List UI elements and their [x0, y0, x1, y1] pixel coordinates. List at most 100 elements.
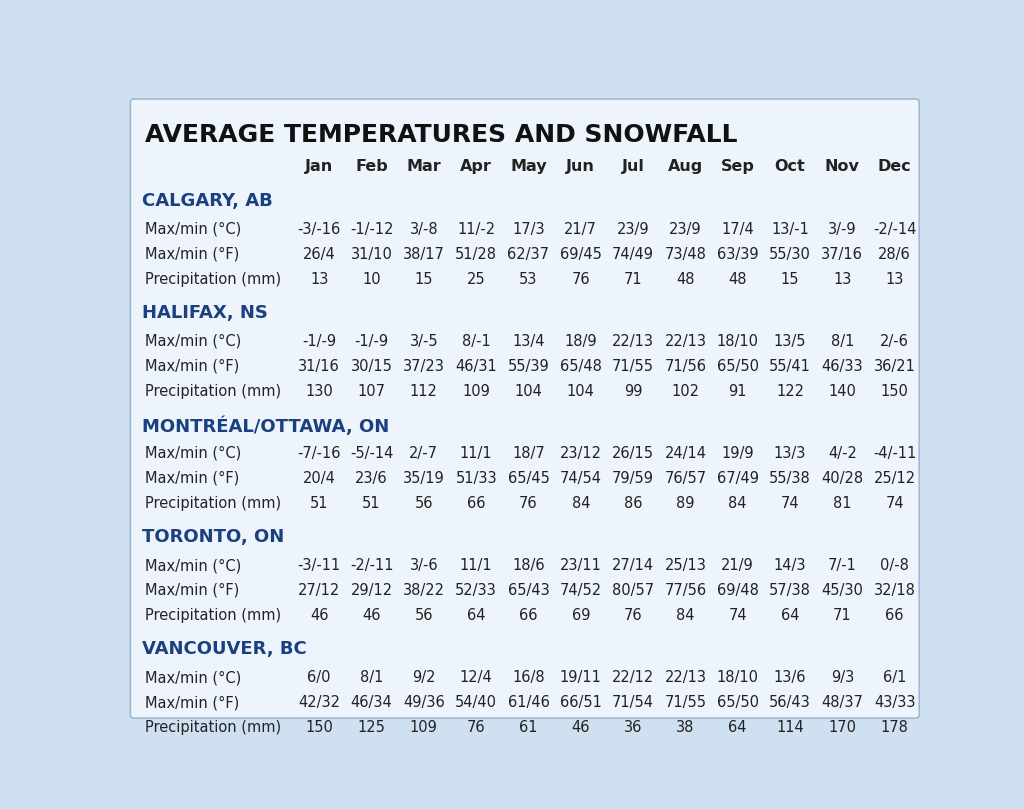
Text: 112: 112: [410, 383, 438, 399]
Text: Mar: Mar: [407, 159, 441, 175]
Text: 23/12: 23/12: [560, 446, 602, 461]
Text: Apr: Apr: [460, 159, 493, 175]
Text: 65/48: 65/48: [560, 358, 602, 374]
Text: 16/8: 16/8: [512, 670, 545, 685]
Text: 8/-1: 8/-1: [462, 334, 490, 349]
Text: 22/13: 22/13: [665, 334, 707, 349]
Text: 8/1: 8/1: [830, 334, 854, 349]
Text: Jun: Jun: [566, 159, 595, 175]
Text: 51/28: 51/28: [455, 247, 498, 261]
Text: 46/31: 46/31: [456, 358, 497, 374]
Text: 71: 71: [834, 608, 852, 623]
Text: 64: 64: [467, 608, 485, 623]
Text: 65/45: 65/45: [508, 471, 550, 486]
Text: 104: 104: [567, 383, 595, 399]
Text: 76: 76: [519, 496, 538, 510]
Text: 12/4: 12/4: [460, 670, 493, 685]
Text: 7/-1: 7/-1: [827, 558, 857, 573]
Text: 23/9: 23/9: [616, 222, 649, 237]
Text: 8/1: 8/1: [359, 670, 383, 685]
Text: 71: 71: [624, 272, 642, 286]
Text: 66: 66: [519, 608, 538, 623]
Text: 13/5: 13/5: [774, 334, 806, 349]
Text: Jul: Jul: [622, 159, 644, 175]
Text: 71/55: 71/55: [665, 695, 707, 710]
Text: 51: 51: [310, 496, 329, 510]
Text: 18/7: 18/7: [512, 446, 545, 461]
Text: Aug: Aug: [668, 159, 703, 175]
Text: 29/12: 29/12: [350, 583, 392, 598]
Text: Max/min (°C): Max/min (°C): [145, 558, 242, 573]
Text: Precipitation (mm): Precipitation (mm): [145, 608, 282, 623]
Text: 63/39: 63/39: [717, 247, 759, 261]
Text: 37/16: 37/16: [821, 247, 863, 261]
Text: 69/48: 69/48: [717, 583, 759, 598]
Text: 19/11: 19/11: [560, 670, 602, 685]
Text: 56/43: 56/43: [769, 695, 811, 710]
Text: 40/28: 40/28: [821, 471, 863, 486]
Text: Feb: Feb: [355, 159, 388, 175]
Text: AVERAGE TEMPERATURES AND SNOWFALL: AVERAGE TEMPERATURES AND SNOWFALL: [145, 123, 738, 147]
Text: 55/39: 55/39: [508, 358, 549, 374]
Text: 48/37: 48/37: [821, 695, 863, 710]
Text: 28/6: 28/6: [879, 247, 911, 261]
Text: 17/3: 17/3: [512, 222, 545, 237]
Text: -1/-9: -1/-9: [302, 334, 336, 349]
Text: 130: 130: [305, 383, 333, 399]
Text: 35/19: 35/19: [403, 471, 444, 486]
Text: 65/50: 65/50: [717, 358, 759, 374]
Text: 6/1: 6/1: [883, 670, 906, 685]
Text: 27/12: 27/12: [298, 583, 340, 598]
Text: 109: 109: [410, 720, 438, 735]
Text: 13/6: 13/6: [774, 670, 806, 685]
Text: 65/43: 65/43: [508, 583, 549, 598]
Text: 89: 89: [676, 496, 694, 510]
Text: 114: 114: [776, 720, 804, 735]
Text: 13/4: 13/4: [512, 334, 545, 349]
Text: 11/1: 11/1: [460, 558, 493, 573]
Text: 53: 53: [519, 272, 538, 286]
Text: 55/30: 55/30: [769, 247, 811, 261]
Text: 65/50: 65/50: [717, 695, 759, 710]
Text: 18/9: 18/9: [564, 334, 597, 349]
Text: 22/12: 22/12: [612, 670, 654, 685]
Text: 3/-6: 3/-6: [410, 558, 438, 573]
Text: Precipitation (mm): Precipitation (mm): [145, 272, 282, 286]
Text: 42/32: 42/32: [298, 695, 340, 710]
Text: 31/16: 31/16: [298, 358, 340, 374]
Text: Jan: Jan: [305, 159, 334, 175]
Text: 46: 46: [571, 720, 590, 735]
FancyBboxPatch shape: [130, 99, 920, 718]
Text: Max/min (°C): Max/min (°C): [145, 334, 242, 349]
Text: 36/21: 36/21: [873, 358, 915, 374]
Text: -3/-11: -3/-11: [298, 558, 341, 573]
Text: 51: 51: [362, 496, 381, 510]
Text: 64: 64: [728, 720, 746, 735]
Text: 74: 74: [780, 496, 800, 510]
Text: 27/14: 27/14: [612, 558, 654, 573]
Text: 84: 84: [728, 496, 746, 510]
Text: 18/6: 18/6: [512, 558, 545, 573]
Text: 66: 66: [886, 608, 904, 623]
Text: 21/7: 21/7: [564, 222, 597, 237]
Text: Max/min (°F): Max/min (°F): [145, 471, 240, 486]
Text: Precipitation (mm): Precipitation (mm): [145, 720, 282, 735]
Text: 71/55: 71/55: [612, 358, 654, 374]
Text: 74/52: 74/52: [560, 583, 602, 598]
Text: 13: 13: [310, 272, 329, 286]
Text: 61: 61: [519, 720, 538, 735]
Text: Precipitation (mm): Precipitation (mm): [145, 496, 282, 510]
Text: 107: 107: [357, 383, 385, 399]
Text: 57/38: 57/38: [769, 583, 811, 598]
Text: 46/33: 46/33: [821, 358, 863, 374]
Text: 77/56: 77/56: [665, 583, 707, 598]
Text: 76: 76: [624, 608, 642, 623]
Text: 99: 99: [624, 383, 642, 399]
Text: 26/15: 26/15: [612, 446, 654, 461]
Text: 18/10: 18/10: [717, 670, 759, 685]
Text: 45/30: 45/30: [821, 583, 863, 598]
Text: 26/4: 26/4: [303, 247, 336, 261]
Text: 74/49: 74/49: [612, 247, 654, 261]
Text: VANCOUVER, BC: VANCOUVER, BC: [142, 640, 307, 659]
Text: Oct: Oct: [774, 159, 806, 175]
